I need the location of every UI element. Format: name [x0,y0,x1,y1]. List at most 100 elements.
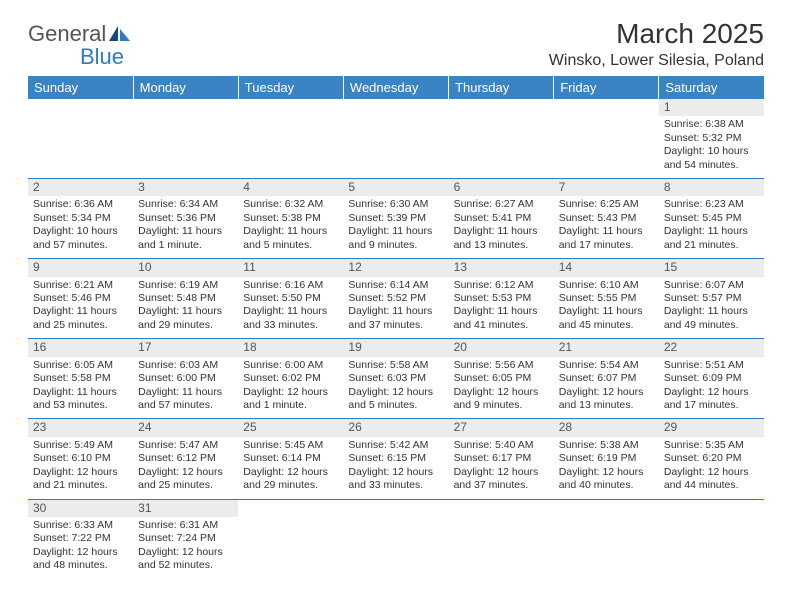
weekday-header: Thursday [449,76,554,99]
sunset-text: Sunset: 5:58 PM [33,372,128,385]
daylight-text: Daylight: 11 hours [138,386,233,399]
calendar-day-cell: 30Sunrise: 6:33 AMSunset: 7:22 PMDayligh… [28,499,133,579]
location: Winsko, Lower Silesia, Poland [549,52,764,70]
sunset-text: Sunset: 5:38 PM [243,212,338,225]
sunrise-text: Sunrise: 6:30 AM [348,198,443,211]
calendar-day-cell: 12Sunrise: 6:14 AMSunset: 5:52 PMDayligh… [343,259,448,339]
daylight-text: Daylight: 11 hours [664,225,759,238]
sunset-text: Sunset: 6:00 PM [138,372,233,385]
sunrise-text: Sunrise: 5:49 AM [33,439,128,452]
calendar-day-cell: 24Sunrise: 5:47 AMSunset: 6:12 PMDayligh… [133,419,238,499]
daylight-text: and 13 minutes. [454,239,549,252]
calendar-day-cell [238,499,343,579]
calendar-day-cell: 4Sunrise: 6:32 AMSunset: 5:38 PMDaylight… [238,179,343,259]
daylight-text: and 21 minutes. [664,239,759,252]
sail-icon [108,22,133,45]
calendar-day-cell [343,499,448,579]
sunset-text: Sunset: 6:05 PM [454,372,549,385]
weekday-header: Friday [554,76,659,99]
calendar-day-cell: 11Sunrise: 6:16 AMSunset: 5:50 PMDayligh… [238,259,343,339]
daylight-text: Daylight: 11 hours [33,386,128,399]
sunrise-text: Sunrise: 6:27 AM [454,198,549,211]
daylight-text: Daylight: 11 hours [664,305,759,318]
daylight-text: and 53 minutes. [33,399,128,412]
sunset-text: Sunset: 6:09 PM [664,372,759,385]
calendar-week-row: 1Sunrise: 6:38 AMSunset: 5:32 PMDaylight… [28,99,764,179]
daylight-text: Daylight: 12 hours [664,386,759,399]
sunrise-text: Sunrise: 5:45 AM [243,439,338,452]
sunset-text: Sunset: 5:43 PM [559,212,654,225]
daylight-text: and 21 minutes. [33,479,128,492]
calendar-day-cell [659,499,764,579]
sunrise-text: Sunrise: 6:10 AM [559,279,654,292]
day-number: 18 [238,339,343,356]
daylight-text: and 25 minutes. [138,479,233,492]
day-number: 19 [343,339,448,356]
day-number: 13 [449,259,554,276]
calendar-day-cell: 29Sunrise: 5:35 AMSunset: 6:20 PMDayligh… [659,419,764,499]
daylight-text: and 52 minutes. [138,559,233,572]
daylight-text: and 1 minute. [243,399,338,412]
sunset-text: Sunset: 5:55 PM [559,292,654,305]
day-number: 10 [133,259,238,276]
calendar-week-row: 23Sunrise: 5:49 AMSunset: 6:10 PMDayligh… [28,419,764,499]
day-number: 16 [28,339,133,356]
daylight-text: and 33 minutes. [243,319,338,332]
day-number: 2 [28,179,133,196]
sunrise-text: Sunrise: 5:47 AM [138,439,233,452]
daylight-text: Daylight: 12 hours [454,386,549,399]
daylight-text: Daylight: 11 hours [348,225,443,238]
month-title: March 2025 [549,18,764,50]
calendar-day-cell: 10Sunrise: 6:19 AMSunset: 5:48 PMDayligh… [133,259,238,339]
day-number: 15 [659,259,764,276]
daylight-text: and 9 minutes. [348,239,443,252]
daylight-text: Daylight: 12 hours [664,466,759,479]
sunset-text: Sunset: 5:39 PM [348,212,443,225]
day-number: 27 [449,419,554,436]
daylight-text: and 13 minutes. [559,399,654,412]
sunrise-text: Sunrise: 5:40 AM [454,439,549,452]
daylight-text: Daylight: 11 hours [348,305,443,318]
day-number: 6 [449,179,554,196]
daylight-text: and 45 minutes. [559,319,654,332]
calendar-day-cell: 31Sunrise: 6:31 AMSunset: 7:24 PMDayligh… [133,499,238,579]
sunset-text: Sunset: 6:15 PM [348,452,443,465]
daylight-text: Daylight: 10 hours [664,145,759,158]
daylight-text: Daylight: 11 hours [138,305,233,318]
calendar-day-cell [554,499,659,579]
day-number: 12 [343,259,448,276]
day-number: 29 [659,419,764,436]
calendar-day-cell: 17Sunrise: 6:03 AMSunset: 6:00 PMDayligh… [133,339,238,419]
day-number: 3 [133,179,238,196]
calendar-day-cell: 16Sunrise: 6:05 AMSunset: 5:58 PMDayligh… [28,339,133,419]
weekday-header: Wednesday [343,76,448,99]
sunset-text: Sunset: 7:24 PM [138,532,233,545]
calendar-day-cell [343,99,448,179]
sunset-text: Sunset: 5:50 PM [243,292,338,305]
sunset-text: Sunset: 6:07 PM [559,372,654,385]
sunset-text: Sunset: 6:14 PM [243,452,338,465]
calendar-day-cell [554,99,659,179]
sunrise-text: Sunrise: 6:00 AM [243,359,338,372]
daylight-text: Daylight: 11 hours [559,305,654,318]
sunrise-text: Sunrise: 6:25 AM [559,198,654,211]
sunset-text: Sunset: 5:36 PM [138,212,233,225]
sunrise-text: Sunrise: 6:36 AM [33,198,128,211]
day-number: 28 [554,419,659,436]
day-number: 11 [238,259,343,276]
sunset-text: Sunset: 5:52 PM [348,292,443,305]
daylight-text: and 5 minutes. [243,239,338,252]
daylight-text: and 33 minutes. [348,479,443,492]
sunset-text: Sunset: 5:46 PM [33,292,128,305]
sunrise-text: Sunrise: 6:16 AM [243,279,338,292]
daylight-text: and 48 minutes. [33,559,128,572]
calendar-day-cell: 21Sunrise: 5:54 AMSunset: 6:07 PMDayligh… [554,339,659,419]
daylight-text: and 40 minutes. [559,479,654,492]
calendar-day-cell: 26Sunrise: 5:42 AMSunset: 6:15 PMDayligh… [343,419,448,499]
calendar-week-row: 9Sunrise: 6:21 AMSunset: 5:46 PMDaylight… [28,259,764,339]
daylight-text: Daylight: 11 hours [243,225,338,238]
calendar-day-cell: 25Sunrise: 5:45 AMSunset: 6:14 PMDayligh… [238,419,343,499]
sunset-text: Sunset: 6:17 PM [454,452,549,465]
sunrise-text: Sunrise: 5:35 AM [664,439,759,452]
daylight-text: Daylight: 12 hours [243,466,338,479]
